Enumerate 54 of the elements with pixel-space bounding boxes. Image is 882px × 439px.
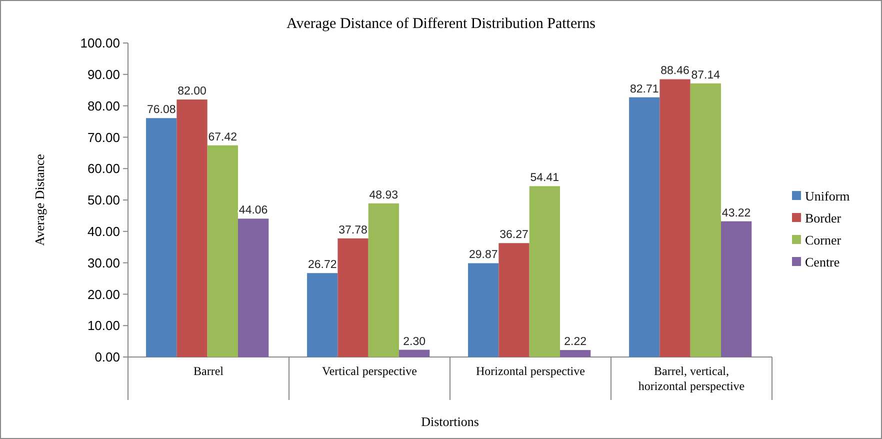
bar [146, 118, 177, 357]
x-tick-label: Vertical perspective [322, 364, 417, 378]
bar [176, 100, 208, 357]
y-tick-label: 50.00 [87, 192, 120, 208]
text: 29.87 [468, 249, 498, 262]
chart-title: Average Distance of Different Distribution Patterns [286, 16, 596, 32]
bar [207, 145, 238, 357]
y-tick-label: 60.00 [87, 161, 120, 176]
bar [238, 218, 269, 357]
text: 2.30 [403, 336, 426, 348]
text: 48.93 [369, 189, 398, 202]
text: 43.22 [722, 207, 751, 220]
y-tick-label: 100.00 [80, 36, 120, 51]
text: 36.27 [500, 229, 528, 242]
y-axis-title: Average Distance [32, 154, 47, 246]
bar [720, 221, 752, 357]
bar [660, 79, 690, 357]
y-tick-label: 10.00 [87, 318, 120, 334]
bar [338, 238, 368, 357]
text: 37.78 [338, 224, 368, 236]
text: 82.00 [178, 86, 206, 98]
bar [468, 263, 499, 357]
text: 82.71 [630, 83, 659, 96]
bar [529, 186, 560, 357]
bar [368, 203, 399, 357]
text: 76.08 [146, 104, 176, 116]
x-tick-label: Barrel, vertical, horizontal perspective [638, 364, 745, 393]
legend-label: Border [805, 210, 842, 226]
legend-label: Centre [805, 254, 840, 270]
text: 2.22 [564, 336, 587, 348]
legend-label: Corner [805, 232, 842, 248]
text: 88.46 [660, 65, 690, 78]
text: 67.42 [208, 131, 238, 144]
bar [629, 97, 660, 357]
y-tick-label: 70.00 [87, 130, 120, 145]
y-tick-label: 30.00 [87, 255, 120, 270]
bar [307, 273, 338, 357]
text: 54.41 [530, 172, 560, 184]
x-tick-label: Barrel [194, 364, 224, 378]
y-tick-label: 40.00 [87, 224, 120, 239]
text: 26.72 [308, 259, 337, 272]
bar [498, 243, 530, 357]
text: 44.06 [238, 204, 268, 217]
bar [560, 350, 591, 357]
y-tick-label: 80.00 [87, 98, 120, 114]
text: 87.14 [691, 69, 720, 82]
y-tick-label: 20.00 [87, 286, 120, 302]
x-tick-label: Horizontal perspective [476, 364, 585, 378]
bar [690, 83, 721, 357]
y-tick-label: 0.00 [94, 350, 120, 365]
bar [398, 350, 430, 357]
y-tick-label: 90.00 [87, 66, 120, 82]
legend-label: Uniform [805, 188, 850, 204]
x-axis-title: Distortions [421, 414, 479, 429]
